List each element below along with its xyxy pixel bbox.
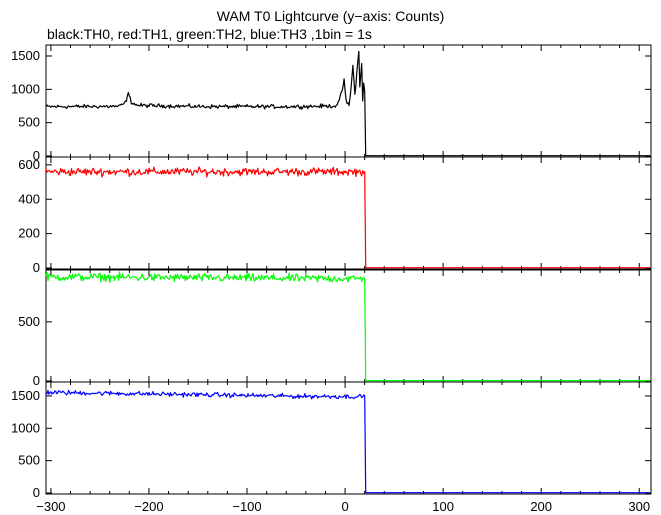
y-tick-label: 200 [18,226,40,241]
y-tick-label: 0 [33,260,40,275]
y-tick-label: 1500 [11,388,40,403]
x-tick-label: 100 [432,499,454,514]
panel-th0: 0 500 1000 1500 [11,44,652,163]
panel-th2: 0 500 [18,269,652,388]
y-tick-label: 500 [18,115,40,130]
y-tick-label: 1000 [11,420,40,435]
panel-frame [45,156,652,270]
y-tick-label: 500 [18,314,40,329]
chart-title: WAM T0 Lightcurve (y−axis: Counts) [216,8,445,24]
x-tick-label: −100 [232,499,261,514]
x-tick-label: 0 [341,499,348,514]
chart-subtitle: black:TH0, red:TH1, green:TH2, blue:TH3 … [47,26,372,42]
panel-th1: 0 200 400 600 [18,156,652,275]
panel-th3: 0 500 1000 1500 [11,381,652,500]
panel-frame [45,381,652,495]
y-tick-label: 600 [18,157,40,172]
y-tick-label: 1500 [11,48,40,63]
x-tick-label: −200 [134,499,163,514]
y-tick-label: 0 [33,485,40,500]
y-tick-label: 0 [33,148,40,163]
series-th0-line [45,50,650,157]
x-tick-label: −300 [36,499,65,514]
x-tick-label: 200 [530,499,552,514]
y-tick-label: 0 [33,373,40,388]
y-tick-label: 400 [18,191,40,206]
series-th3-line [45,389,650,494]
series-th1-line [45,166,650,269]
panel-frame [45,44,652,158]
y-tick-label: 500 [18,453,40,468]
series-th2-line [45,271,650,382]
x-tick-label: 300 [628,499,650,514]
panel-frame [45,269,652,383]
y-tick-label: 1000 [11,81,40,96]
